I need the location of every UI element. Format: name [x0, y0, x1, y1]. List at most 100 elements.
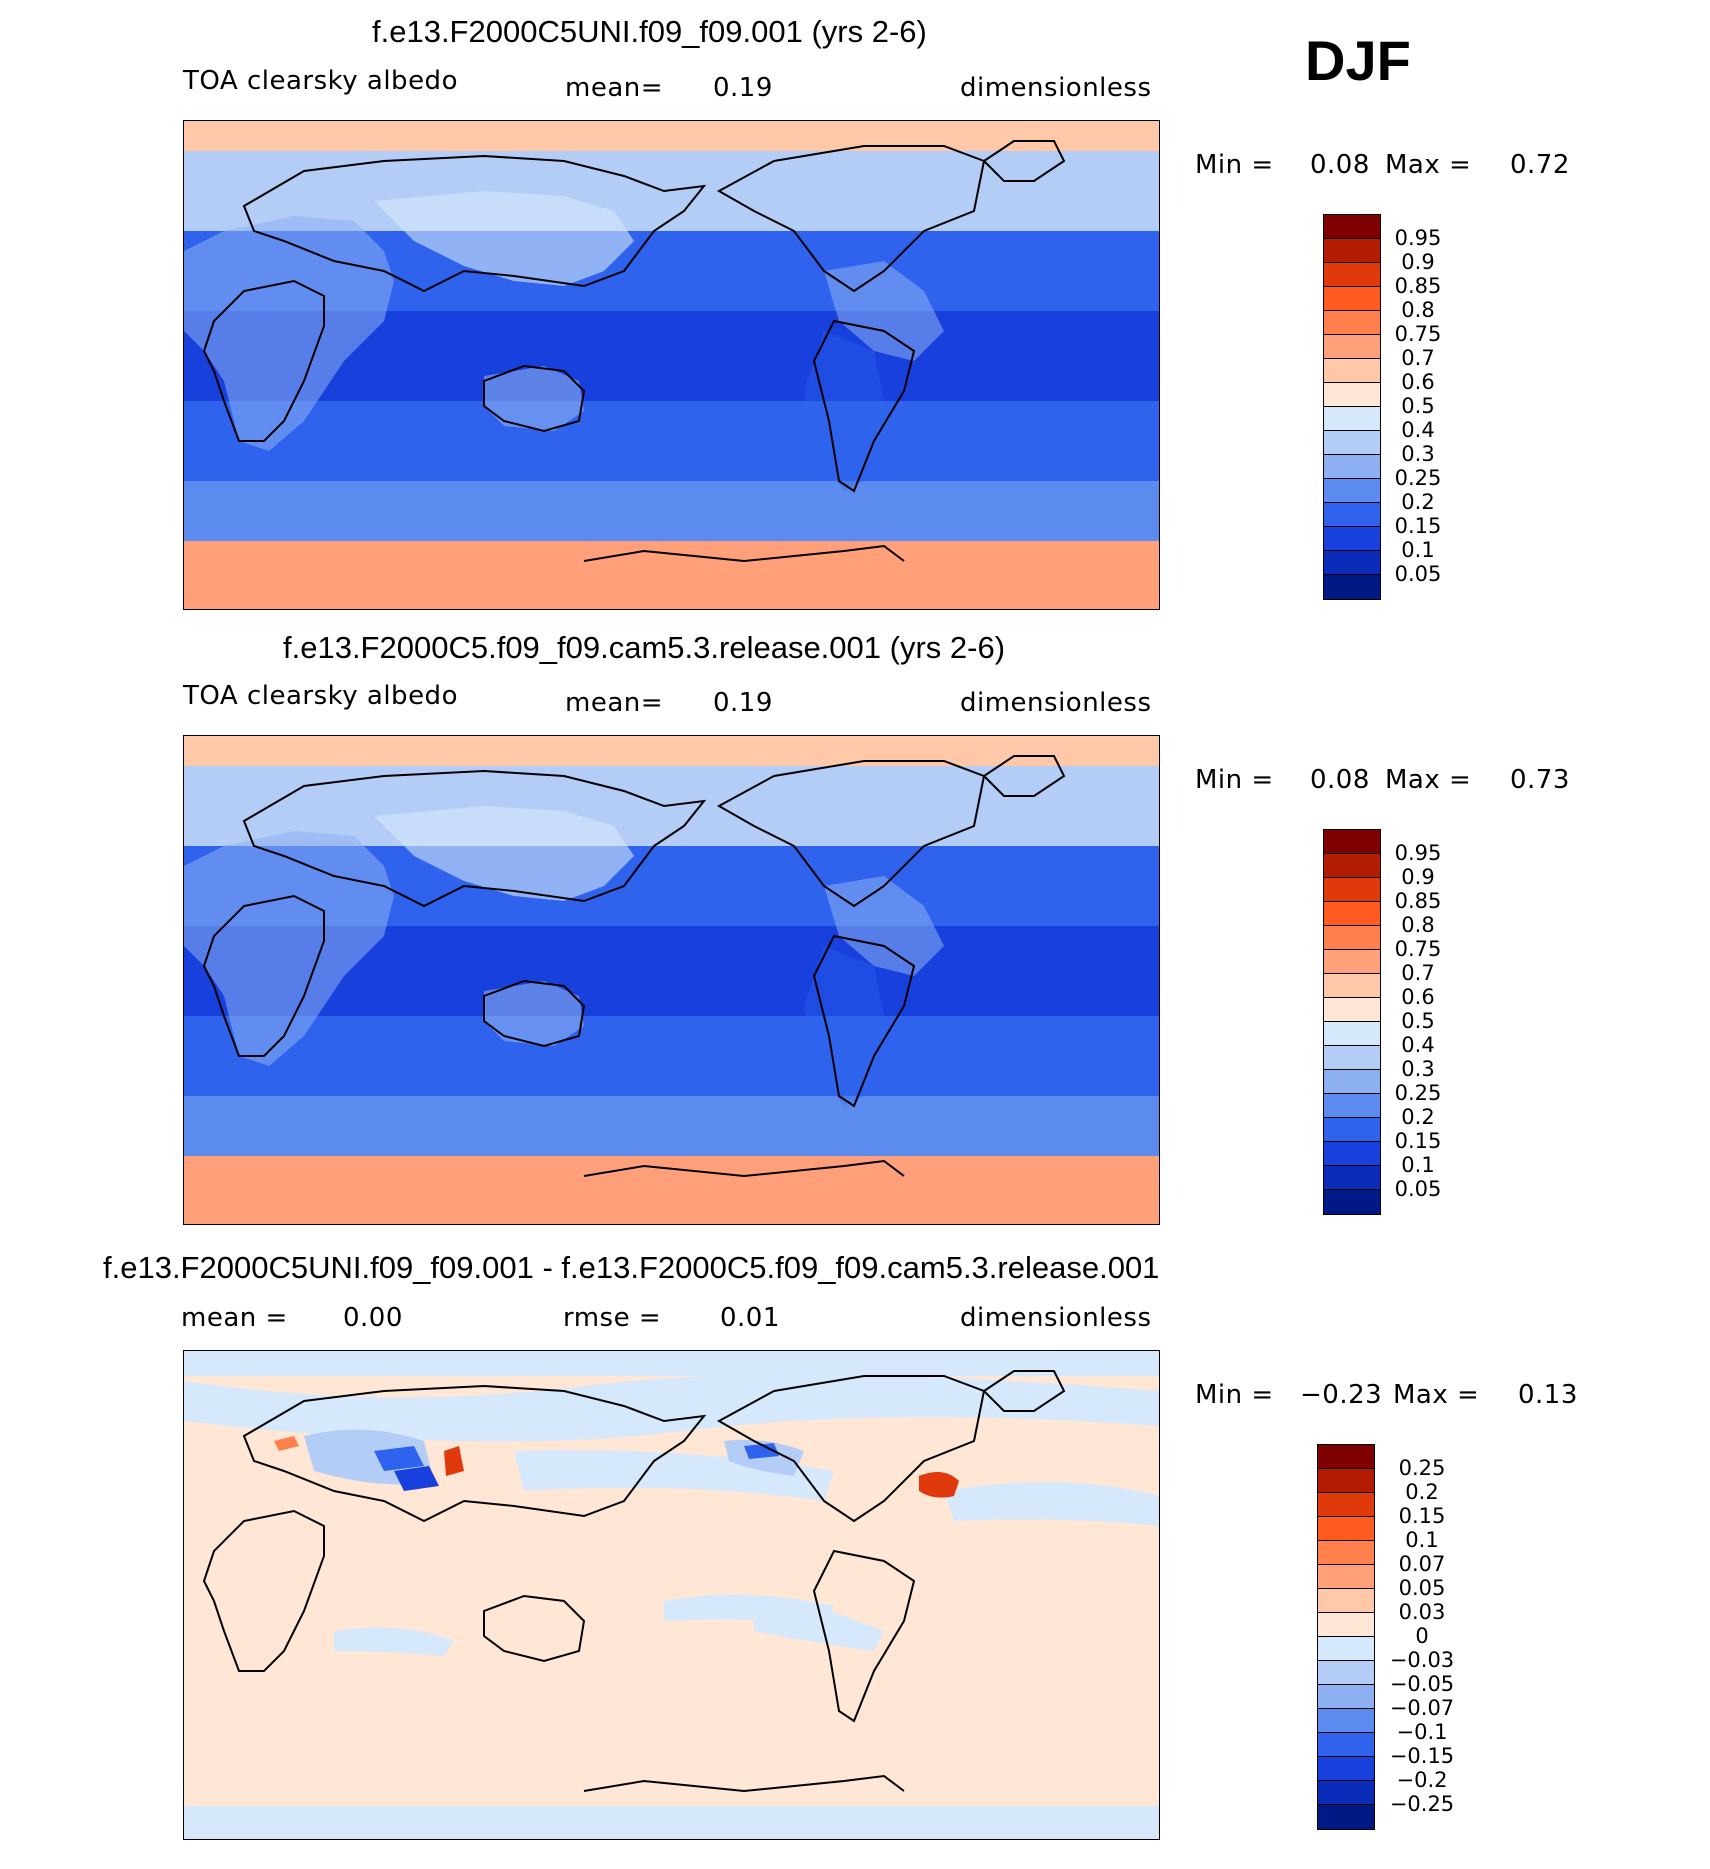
colorbar-swatch [1318, 1565, 1374, 1589]
panel1-units: dimensionless [960, 73, 1152, 103]
colorbar-tick-label: 0.5 [1401, 394, 1435, 418]
panel2-units: dimensionless [960, 688, 1152, 718]
panel3-rmse-value: 0.01 [720, 1303, 780, 1333]
colorbar-swatch [1318, 1757, 1374, 1781]
colorbar-tick-label: 0.07 [1398, 1552, 1446, 1576]
colorbar-swatch [1324, 926, 1380, 950]
colorbar-swatch [1318, 1445, 1374, 1469]
zonal-band [184, 121, 1159, 151]
panel1-colorbar [1323, 214, 1381, 600]
panel2-coastlines [202, 755, 1066, 1178]
colorbar-tick-label: 0.95 [1394, 841, 1442, 865]
panel1-mean-label: mean= [565, 73, 664, 103]
panel3-min-label: Min = [1195, 1380, 1274, 1410]
colorbar-swatch [1318, 1589, 1374, 1613]
colorbar-swatch [1324, 1070, 1380, 1094]
panel3-rmse-label: rmse = [563, 1303, 662, 1333]
colorbar-swatch [1324, 1166, 1380, 1190]
panel1-map [183, 120, 1160, 610]
colorbar-swatch [1318, 1805, 1374, 1829]
colorbar-swatch [1324, 527, 1380, 551]
panel1-min-value: 0.08 [1310, 150, 1370, 180]
panel1-coastlines [202, 140, 1066, 563]
colorbar-swatch [1324, 575, 1380, 599]
panel3-map-svg [184, 1351, 1159, 1839]
panel1-min-label: Min = [1195, 150, 1274, 180]
colorbar-tick-label: 0.6 [1401, 370, 1435, 394]
zonal-band [184, 541, 1159, 609]
panel2-mean-label: mean= [565, 688, 664, 718]
colorbar-swatch [1324, 950, 1380, 974]
colorbar-tick-label: 0.9 [1401, 865, 1435, 889]
colorbar-swatch [1318, 1709, 1374, 1733]
colorbar-swatch [1324, 359, 1380, 383]
colorbar-tick-label: 0.1 [1401, 538, 1435, 562]
colorbar-tick-label: 0.05 [1398, 1576, 1446, 1600]
colorbar-swatch [1318, 1469, 1374, 1493]
panel3-title: f.e13.F2000C5UNI.f09_f09.001 - f.e13.F20… [103, 1250, 1160, 1285]
colorbar-tick-label: 0.4 [1401, 418, 1435, 442]
colorbar-swatch [1324, 1046, 1380, 1070]
colorbar-tick-label: 0.05 [1394, 1177, 1442, 1201]
colorbar-tick-label: 0.85 [1394, 889, 1442, 913]
colorbar-tick-label: 0.7 [1401, 961, 1435, 985]
colorbar-tick-label: 0.25 [1398, 1456, 1446, 1480]
panel1-title: f.e13.F2000C5UNI.f09_f09.001 (yrs 2-6) [372, 14, 927, 49]
panel3-max-label: Max = [1393, 1380, 1480, 1410]
colorbar-tick-label: −0.25 [1389, 1792, 1455, 1816]
panel2-max-value: 0.73 [1510, 765, 1570, 795]
colorbar-tick-label: 0.8 [1401, 298, 1435, 322]
colorbar-swatch [1324, 1022, 1380, 1046]
colorbar-swatch [1324, 431, 1380, 455]
colorbar-tick-label: 0.3 [1401, 1057, 1435, 1081]
panel2-land-shading [184, 806, 944, 1106]
colorbar-tick-label: 0.05 [1394, 562, 1442, 586]
colorbar-tick-label: 0.15 [1394, 514, 1442, 538]
panel1-map-svg [184, 121, 1159, 609]
zonal-band [184, 1016, 1159, 1096]
colorbar-swatch [1324, 215, 1380, 239]
colorbar-swatch [1324, 854, 1380, 878]
panel2-title: f.e13.F2000C5.f09_f09.cam5.3.release.001… [283, 630, 1006, 665]
panel3-map [183, 1350, 1160, 1840]
colorbar-swatch [1324, 311, 1380, 335]
colorbar-tick-label: 0.6 [1401, 985, 1435, 1009]
panel1-max-value: 0.72 [1510, 150, 1570, 180]
colorbar-tick-label: 0.2 [1405, 1480, 1439, 1504]
colorbar-swatch [1324, 239, 1380, 263]
colorbar-tick-label: −0.2 [1396, 1768, 1448, 1792]
panel3-anomaly-fields [184, 1351, 1159, 1839]
colorbar-swatch [1324, 1142, 1380, 1166]
colorbar-tick-label: 0.15 [1394, 1129, 1442, 1153]
colorbar-tick-label: −0.07 [1389, 1696, 1455, 1720]
panel2-min-value: 0.08 [1310, 765, 1370, 795]
panel2-map-svg [184, 736, 1159, 1224]
panel3-min-value: −0.23 [1300, 1380, 1383, 1410]
colorbar-swatch [1324, 1118, 1380, 1142]
colorbar-tick-label: 0.3 [1401, 442, 1435, 466]
panel1-mean-value: 0.19 [713, 73, 773, 103]
zonal-band [184, 1096, 1159, 1156]
colorbar-tick-label: 0.1 [1401, 1153, 1435, 1177]
colorbar-tick-label: 0.75 [1394, 937, 1442, 961]
colorbar-swatch [1324, 479, 1380, 503]
colorbar-tick-label: 0.25 [1394, 1081, 1442, 1105]
colorbar-swatch [1324, 878, 1380, 902]
panel3-mean-label: mean = [181, 1303, 288, 1333]
panel3-coastlines [202, 1370, 1066, 1793]
panel3-units: dimensionless [960, 1303, 1152, 1333]
colorbar-tick-label: 0.5 [1401, 1009, 1435, 1033]
colorbar-tick-label: 0.03 [1398, 1600, 1446, 1624]
colorbar-tick-label: −0.03 [1389, 1648, 1455, 1672]
colorbar-swatch [1324, 263, 1380, 287]
zonal-band [184, 481, 1159, 541]
colorbar-swatch [1324, 335, 1380, 359]
colorbar-swatch [1324, 503, 1380, 527]
colorbar-tick-label: 0.2 [1401, 1105, 1435, 1129]
colorbar-tick-label: 0.25 [1394, 466, 1442, 490]
colorbar-tick-label: 0 [1415, 1624, 1429, 1648]
colorbar-swatch [1324, 1190, 1380, 1214]
colorbar-swatch [1324, 551, 1380, 575]
colorbar-swatch [1318, 1661, 1374, 1685]
colorbar-tick-label: 0.9 [1401, 250, 1435, 274]
